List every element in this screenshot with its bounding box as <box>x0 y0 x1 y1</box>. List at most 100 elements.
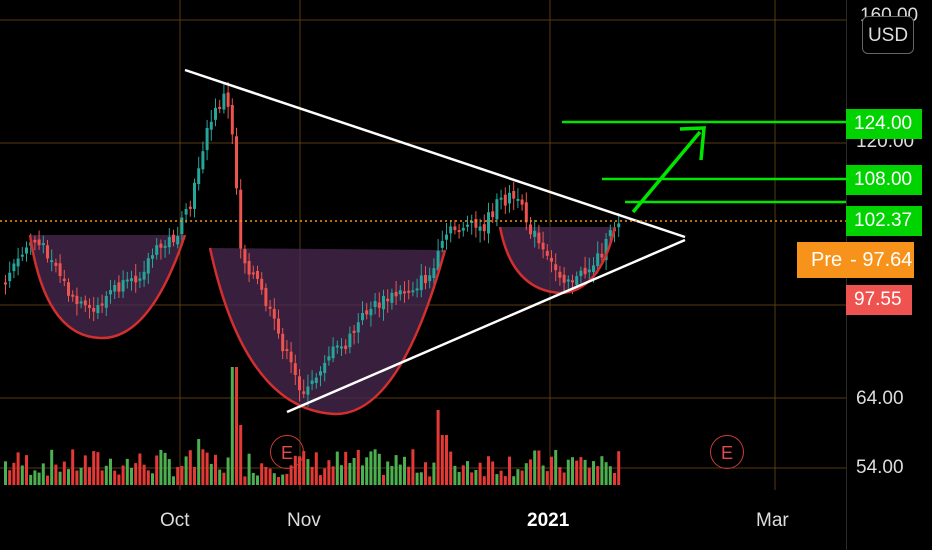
candle-body <box>327 356 331 361</box>
candle-body <box>272 308 276 319</box>
candle-body <box>398 290 402 295</box>
candle-body <box>293 363 297 375</box>
volume-bar <box>520 470 524 485</box>
volume-bar <box>403 456 406 485</box>
candle-body <box>361 313 364 321</box>
candle-body <box>352 330 356 333</box>
volume-bar <box>415 472 419 485</box>
volume-bar <box>604 462 608 485</box>
candle-body <box>403 291 406 294</box>
volume-bar <box>117 474 121 485</box>
volume-bar <box>550 456 553 485</box>
volume-bar <box>566 459 570 485</box>
candle-body <box>323 362 327 373</box>
candle-body <box>205 128 209 151</box>
candle-body <box>193 182 196 209</box>
candle-body <box>331 346 335 359</box>
candle-body <box>487 212 490 234</box>
volume-bar <box>29 474 33 485</box>
candle-body <box>306 386 310 395</box>
volume-bar <box>583 459 587 485</box>
candle-body <box>617 223 621 228</box>
candle-body <box>79 301 83 304</box>
volume-bar <box>424 462 427 485</box>
candle-body <box>75 295 79 304</box>
volume-bar <box>188 450 192 485</box>
volume-bar <box>457 472 461 485</box>
candle-body <box>180 217 184 235</box>
candle-body <box>604 239 608 261</box>
volume-bar <box>50 449 54 485</box>
volume-bar <box>436 410 440 485</box>
volume-bar <box>272 473 276 485</box>
candle-body <box>25 247 28 254</box>
earnings-marker[interactable]: E <box>710 435 744 469</box>
volume-bar <box>46 475 49 485</box>
volume-bar <box>214 454 217 485</box>
candle-body <box>356 322 360 333</box>
cup-fill <box>210 248 445 415</box>
volume-bar <box>92 451 96 485</box>
candle-body <box>109 290 112 295</box>
candle-body <box>12 263 16 272</box>
cup-curve <box>208 247 447 416</box>
volume-bar <box>121 465 125 485</box>
volume-bar <box>205 452 209 485</box>
candle-body <box>117 282 121 292</box>
candle-body <box>562 274 566 283</box>
volume-bar <box>482 476 486 485</box>
candle-body <box>491 211 495 218</box>
volume-bar <box>71 449 75 485</box>
volume-bar <box>130 467 133 485</box>
premarket-dash: - <box>850 249 863 271</box>
candle-body <box>4 282 7 285</box>
candle-body <box>155 245 159 255</box>
candle-body <box>247 261 251 275</box>
candle-body <box>46 245 49 259</box>
candle-body <box>461 227 465 231</box>
candle-body <box>470 220 474 223</box>
candle-body <box>222 93 226 110</box>
candle-body <box>474 219 478 228</box>
candle-body <box>340 346 343 349</box>
volume-bar <box>88 467 91 485</box>
candle-body <box>159 243 163 248</box>
candle-body <box>20 254 24 257</box>
volume-bar <box>230 367 234 485</box>
volume-bar <box>499 470 503 485</box>
currency-button[interactable]: USD <box>862 16 914 54</box>
candle-body <box>335 345 339 348</box>
candle-body <box>512 191 516 199</box>
volume-bar <box>16 452 20 485</box>
candle-body <box>516 198 520 201</box>
volume-bar <box>579 457 583 485</box>
candle-body <box>348 333 352 348</box>
volume-bar <box>386 461 390 485</box>
volume-bar <box>382 474 385 485</box>
earnings-marker[interactable]: E <box>270 435 304 469</box>
candle-body <box>125 279 129 282</box>
volume-bar <box>163 452 167 485</box>
volume-bar <box>193 466 196 485</box>
volume-bar <box>79 467 83 485</box>
volume-bar <box>558 467 562 485</box>
candle-body <box>344 345 348 350</box>
volume-bar <box>37 472 41 485</box>
trendlines <box>0 68 846 416</box>
candle-body <box>134 275 138 283</box>
candle-body <box>411 290 415 293</box>
volume-bar <box>33 470 37 485</box>
volume-bar <box>239 425 243 485</box>
volume-bar <box>419 472 423 485</box>
candle-body <box>373 301 377 307</box>
volume-bar <box>167 459 171 485</box>
volume-bar <box>310 466 314 485</box>
volume-bar <box>478 462 482 485</box>
candle-body <box>537 232 541 244</box>
volume-bar <box>285 473 289 485</box>
volume-bar <box>226 457 230 485</box>
volume-bar <box>390 466 394 485</box>
volume-bar <box>109 458 112 485</box>
volume-bar <box>503 476 507 485</box>
